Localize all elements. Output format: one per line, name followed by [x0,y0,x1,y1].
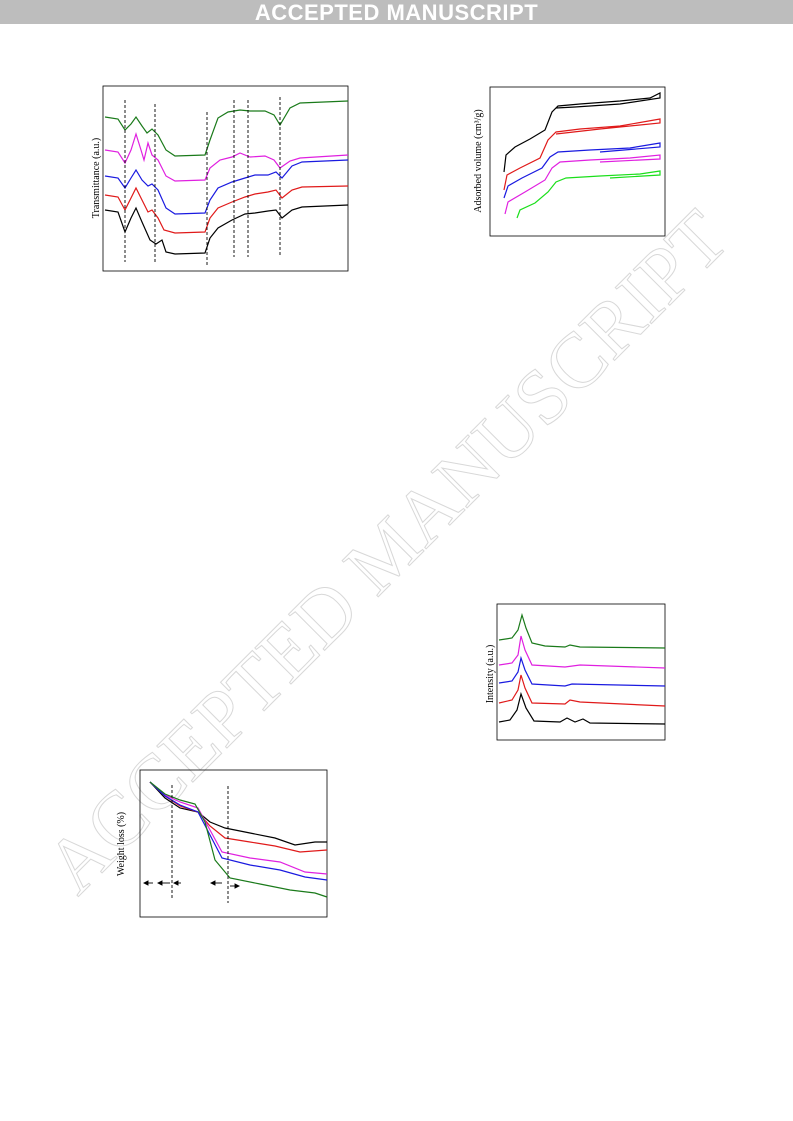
curve [104,204,349,255]
curve [104,100,349,157]
curve [498,674,666,707]
curve [498,612,666,649]
xrd-figure: Intensity (a.u.) [485,603,666,741]
curve [149,781,327,846]
curve [503,142,661,199]
curve [149,781,328,875]
banner: ACCEPTED MANUSCRIPT [0,0,793,25]
curve [149,781,328,898]
y-axis-label: Adsorbed volume (cm³/g) [473,109,484,213]
plot-frame [496,603,666,741]
curve [503,118,661,191]
watermark: ACCEPTED MANUSCRIPT [28,193,744,909]
plot-frame [102,85,349,272]
ftir-figure: Transmittance (a.u.) [91,85,349,272]
isotherm-figure: Adsorbed volume (cm³/g) [473,86,666,237]
curve [149,781,328,881]
curve [498,635,666,669]
curve [498,655,666,687]
tga-figure: Weight loss (%) [116,769,328,918]
plot-frame [139,769,328,918]
curve [104,131,349,182]
plot-frame [489,86,666,237]
curve [104,159,349,215]
curve [503,92,661,173]
arrows [142,880,241,889]
curve [498,691,666,725]
curve [516,170,661,219]
y-axis-label: Weight loss (%) [116,812,127,876]
y-axis-label: Intensity (a.u.) [485,645,496,704]
curve [504,154,661,215]
curve [104,185,349,234]
reference-lines [124,97,281,265]
curves [104,100,349,255]
y-axis-label: Transmittance (a.u.) [91,138,102,218]
